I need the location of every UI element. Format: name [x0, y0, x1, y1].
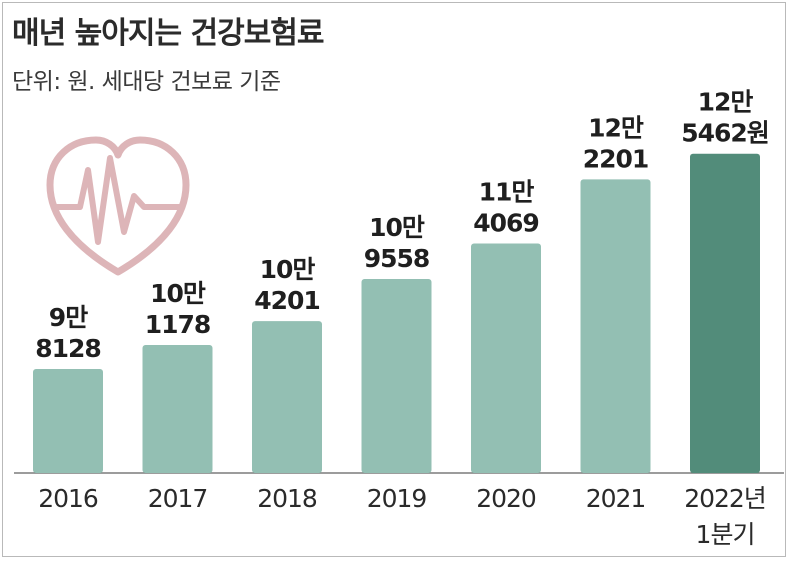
tick-label-2-line-0: 2018	[257, 484, 317, 513]
tick-label-0-line-0: 2016	[38, 484, 98, 513]
tick-label-3-line-0: 2019	[367, 484, 427, 513]
value-label-3-line-1: 9558	[364, 244, 430, 273]
tick-label-5-line-0: 2021	[586, 484, 646, 513]
heart-outline	[46, 136, 190, 276]
value-label-4-line-0: 11만	[479, 177, 535, 206]
bar-5	[580, 179, 651, 474]
tick-label-6-line-0: 2022년	[684, 484, 766, 513]
chart-subtitle: 단위: 원. 세대당 건보료 기준	[12, 69, 281, 95]
value-label-1-line-0: 10만	[150, 279, 206, 308]
tick-label-6-line-1: 1분기	[696, 520, 755, 549]
bar-4	[471, 243, 541, 473]
chart-title: 매년 높아지는 건강보험료	[12, 16, 324, 51]
value-label-5-line-1: 2201	[583, 144, 649, 173]
bar-0	[33, 368, 103, 473]
bar-3	[361, 278, 432, 473]
value-label-4-line-1: 4069	[473, 208, 539, 237]
value-label-2-line-0: 10만	[260, 255, 316, 284]
value-labels-group: 9만812810만117810만420110만955811만406912만220…	[35, 88, 770, 363]
value-label-6-line-0: 12만	[698, 88, 754, 117]
value-label-2-line-1: 4201	[254, 286, 320, 315]
heart-rate-icon	[46, 136, 190, 276]
tick-label-4-line-0: 2020	[476, 484, 536, 513]
bar-1	[142, 344, 213, 473]
bar-2	[252, 321, 322, 473]
tick-label-1-line-0: 2017	[148, 484, 208, 513]
bars-group	[33, 153, 760, 474]
value-label-3-line-0: 10만	[369, 213, 425, 242]
pulse-line	[53, 155, 183, 245]
value-label-1-line-1: 1178	[145, 310, 211, 339]
value-label-5-line-0: 12만	[588, 113, 644, 142]
bar-6	[690, 153, 760, 473]
value-label-6-line-1: 5462원	[681, 119, 769, 148]
value-label-0-line-0: 9만	[49, 303, 88, 332]
value-label-0-line-1: 8128	[35, 334, 101, 363]
category-labels-group: 2016 2017 2018 2019 2020 2021 2022년 1분기	[38, 484, 767, 549]
